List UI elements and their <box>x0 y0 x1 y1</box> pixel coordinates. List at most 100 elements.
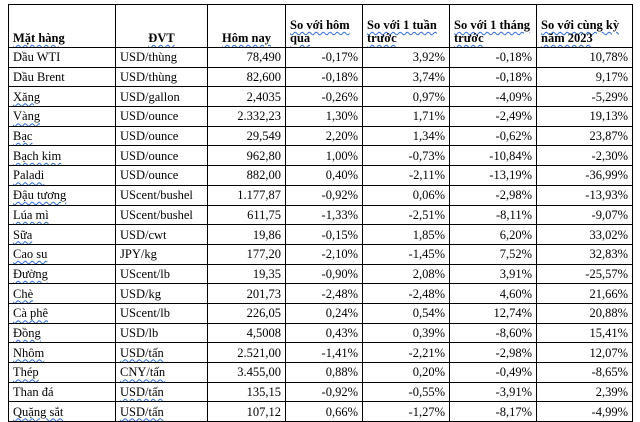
cell-vs-month: -0,62% <box>449 125 537 147</box>
cell-vs-yesterday: -0,92% <box>285 381 363 403</box>
cell-vs-yesterday: 1,30% <box>285 106 363 127</box>
cell-unit: USD/thùng <box>115 47 208 68</box>
cell-unit: USD/ounce <box>115 125 208 147</box>
cell-name: Thép <box>8 362 116 383</box>
cell-vs-month: -0,18% <box>449 66 537 88</box>
table-body: Dầu WTI USD/thùng 78,490 -0,17% 3,92% -0,18% 1… <box>8 47 633 422</box>
cell-vs-month: 3,91% <box>449 263 537 285</box>
cell-today: 226,05 <box>207 302 286 324</box>
cell-vs-year: 32,83% <box>536 243 633 265</box>
cell-name: Xăng <box>8 86 116 108</box>
cell-vs-month: -2,98% <box>449 342 537 363</box>
cell-vs-year: -9,07% <box>536 204 633 226</box>
cell-vs-yesterday: -0,15% <box>285 224 363 245</box>
cell-vs-yesterday: 1,00% <box>285 145 363 167</box>
table-row: Thép CNY/tấn 3.455,00 0,88% 0,20% -0,49% -8,65… <box>8 362 633 383</box>
table-row: Đồng USD/lb 4,5008 0,43% 0,39% -8,60% 15,41% <box>8 322 633 344</box>
table-header: Mặt hàng ĐVT Hôm nay So với hôm qua So v… <box>8 4 633 48</box>
cell-unit: USD/gallon <box>115 86 208 108</box>
cell-vs-week: 2,08% <box>362 263 450 285</box>
cell-vs-yesterday: -0,26% <box>285 86 363 108</box>
cell-name: Đậu tương <box>8 184 116 206</box>
cell-today: 2.332,23 <box>207 106 286 127</box>
cell-vs-week: 3,74% <box>362 66 450 88</box>
cell-today: 82,600 <box>207 66 286 88</box>
cell-name: Vàng <box>8 106 116 127</box>
cell-vs-week: -0,73% <box>362 145 450 167</box>
table-row: Lúa mì UScent/bushel 611,75 -1,33% -2,51% -8,… <box>8 204 633 226</box>
cell-vs-yesterday: -0,90% <box>285 263 363 285</box>
table-row: Paladi USD/ounce 882,00 0,40% -2,11% -13,19% -… <box>8 165 633 186</box>
header-vs-month: So với 1 tháng trước <box>449 4 537 48</box>
cell-vs-week: 1,85% <box>362 224 450 245</box>
cell-vs-month: -8,60% <box>449 322 537 344</box>
cell-vs-week: 0,20% <box>362 362 450 383</box>
header-row: Mặt hàng ĐVT Hôm nay So với hôm qua So v… <box>8 4 633 48</box>
cell-vs-yesterday: 0,66% <box>285 401 363 422</box>
cell-vs-year: -5,29% <box>536 86 633 108</box>
cell-vs-week: 3,92% <box>362 47 450 68</box>
cell-vs-yesterday: -0,92% <box>285 184 363 206</box>
cell-unit: USD/ounce <box>115 145 208 167</box>
cell-vs-year: -36,99% <box>536 165 633 186</box>
cell-name: Sữa <box>8 224 116 245</box>
table-row: Dầu Brent USD/thùng 82,600 -0,18% 3,74% -0,18… <box>8 66 633 88</box>
cell-vs-year: 19,13% <box>536 106 633 127</box>
cell-unit: UScent/bushel <box>115 204 208 226</box>
cell-vs-year: 9,17% <box>536 66 633 88</box>
cell-vs-year: 2,39% <box>536 381 633 403</box>
cell-today: 78,490 <box>207 47 286 68</box>
cell-vs-month: 12,74% <box>449 302 537 324</box>
table-row: Chè USD/kg 201,73 -2,48% -2,48% 4,60% 21,66% <box>8 283 633 304</box>
cell-name: Paladi <box>8 165 116 186</box>
cell-today: 177,20 <box>207 243 286 265</box>
cell-name: Chè <box>8 283 116 304</box>
cell-name: Bạch kim <box>8 145 116 167</box>
cell-today: 3.455,00 <box>207 362 286 383</box>
table-row: Cao su JPY/kg 177,20 -2,10% -1,45% 7,52% 32,83… <box>8 243 633 265</box>
cell-vs-year: 12,07% <box>536 342 633 363</box>
cell-name: Dầu Brent <box>8 66 116 88</box>
cell-unit: USD/cwt <box>115 224 208 245</box>
cell-vs-yesterday: -2,10% <box>285 243 363 265</box>
table-row: Đường UScent/lb 19,35 -0,90% 2,08% 3,91% -25,5… <box>8 263 633 285</box>
cell-vs-year: -25,57% <box>536 263 633 285</box>
cell-vs-month: 6,20% <box>449 224 537 245</box>
cell-vs-week: -2,11% <box>362 165 450 186</box>
cell-vs-week: -0,55% <box>362 381 450 403</box>
cell-vs-week: -2,51% <box>362 204 450 226</box>
cell-unit: UScent/lb <box>115 302 208 324</box>
cell-vs-year: -13,93% <box>536 184 633 206</box>
table-row: Nhôm USD/tấn 2.521,00 -1,41% -2,21% -2,98% 12,… <box>8 342 633 363</box>
commodity-price-table-wrapper: Mặt hàng ĐVT Hôm nay So với hôm qua So v… <box>8 4 633 422</box>
cell-unit: USD/ounce <box>115 165 208 186</box>
cell-name: Đồng <box>8 322 116 344</box>
cell-unit: USD/ounce <box>115 106 208 127</box>
cell-today: 962,80 <box>207 145 286 167</box>
cell-vs-week: 0,06% <box>362 184 450 206</box>
cell-unit: USD/tấn <box>115 342 208 363</box>
cell-vs-week: -1,45% <box>362 243 450 265</box>
cell-vs-yesterday: 0,40% <box>285 165 363 186</box>
cell-vs-yesterday: -1,33% <box>285 204 363 226</box>
cell-today: 19,35 <box>207 263 286 285</box>
cell-vs-yesterday: 2,20% <box>285 125 363 147</box>
cell-unit: USD/tấn <box>115 381 208 403</box>
cell-vs-yesterday: 0,43% <box>285 322 363 344</box>
cell-vs-month: -0,18% <box>449 47 537 68</box>
cell-vs-month: 4,60% <box>449 283 537 304</box>
table-row: Bạc USD/ounce 29,549 2,20% 1,34% -0,62% 23,87% <box>8 125 633 147</box>
cell-vs-year: 20,88% <box>536 302 633 324</box>
cell-vs-month: -0,49% <box>449 362 537 383</box>
cell-vs-week: -2,48% <box>362 283 450 304</box>
cell-name: Cao su <box>8 243 116 265</box>
cell-unit: UScent/bushel <box>115 184 208 206</box>
cell-name: Quặng sắt <box>8 401 116 422</box>
cell-today: 2.521,00 <box>207 342 286 363</box>
cell-name: Bạc <box>8 125 116 147</box>
cell-vs-month: 7,52% <box>449 243 537 265</box>
cell-vs-month: -13,19% <box>449 165 537 186</box>
cell-today: 29,549 <box>207 125 286 147</box>
cell-vs-month: -4,09% <box>449 86 537 108</box>
cell-vs-yesterday: 0,24% <box>285 302 363 324</box>
